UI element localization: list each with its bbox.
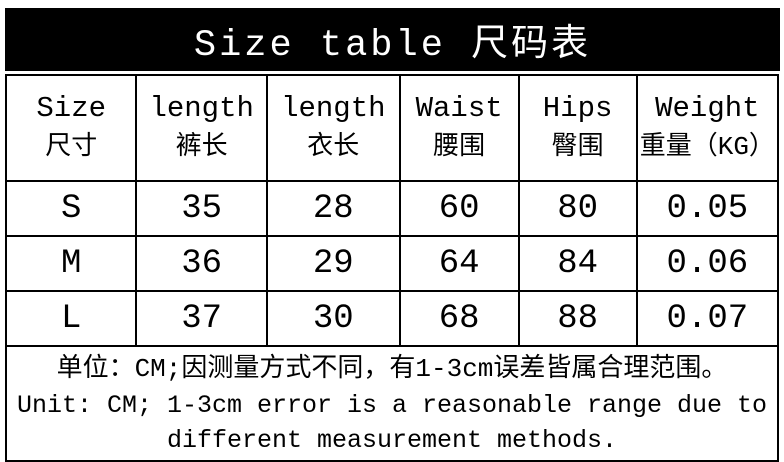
value-cell-pants-length: 35 xyxy=(135,180,268,237)
value-cell-pants-length: 36 xyxy=(135,235,268,292)
column-header-size: Size 尺寸 xyxy=(4,74,138,182)
column-header-pants-length-zh: 裤长 xyxy=(175,132,228,163)
column-header-waist-zh: 腰围 xyxy=(433,132,486,163)
value-cell-waist: 64 xyxy=(398,235,520,292)
table-footnote-row: 单位：CM;因测量方式不同，有1-3cm误差皆属合理范围。 Unit: CM; … xyxy=(5,344,779,462)
size-cell: S xyxy=(4,180,138,237)
value-cell-garment-length: 30 xyxy=(265,290,401,347)
column-header-waist-en: Waist xyxy=(415,91,503,125)
value-cell-pants-length: 37 xyxy=(135,290,268,347)
value-cell-garment-length: 28 xyxy=(265,180,401,237)
title-bar: Size table 尺码表 xyxy=(5,8,780,71)
column-header-weight-en: Weight xyxy=(655,91,760,125)
column-header-pants-length-en: length xyxy=(149,91,254,125)
size-cell: M xyxy=(4,235,138,292)
size-cell: L xyxy=(4,290,138,347)
footnote-en: Unit: CM; 1-3cm error is a reasonable ra… xyxy=(16,391,768,455)
column-header-size-zh: 尺寸 xyxy=(45,132,98,163)
value-cell-waist: 60 xyxy=(398,180,520,237)
column-header-garment-length: length 衣长 xyxy=(265,74,401,182)
value-cell-hips: 80 xyxy=(517,180,638,237)
value-cell-waist: 68 xyxy=(398,290,520,347)
column-header-size-en: Size xyxy=(36,91,107,125)
value-cell-garment-length: 29 xyxy=(265,235,401,292)
column-header-waist: Waist 腰围 xyxy=(398,74,520,182)
column-header-pants-length: length 裤长 xyxy=(135,74,268,182)
size-table: Size 尺寸 length 裤长 length 衣长 Waist 腰围 Hip… xyxy=(4,74,780,462)
column-header-weight: Weight 重量（KG） xyxy=(635,74,780,182)
footnote-zh: 单位：CM;因测量方式不同，有1-3cm误差皆属合理范围。 xyxy=(56,354,728,384)
column-header-weight-zh: 重量（KG） xyxy=(639,132,775,163)
value-cell-hips: 84 xyxy=(517,235,638,292)
table-row-l: L 37 30 68 88 0.07 xyxy=(4,290,780,347)
column-header-hips: Hips 臀围 xyxy=(517,74,638,182)
value-cell-hips: 88 xyxy=(517,290,638,347)
value-cell-weight: 0.06 xyxy=(635,235,780,292)
value-cell-weight: 0.07 xyxy=(635,290,780,347)
column-header-garment-length-zh: 衣长 xyxy=(307,132,360,163)
value-cell-weight: 0.05 xyxy=(635,180,780,237)
column-header-garment-length-en: length xyxy=(281,91,386,125)
table-footnote: 单位：CM;因测量方式不同，有1-3cm误差皆属合理范围。 Unit: CM; … xyxy=(5,344,779,462)
column-header-hips-en: Hips xyxy=(542,91,613,125)
table-row-m: M 36 29 64 84 0.06 xyxy=(4,235,780,292)
page-title: Size table 尺码表 xyxy=(193,25,592,67)
table-row-s: S 35 28 60 80 0.05 xyxy=(4,180,780,237)
column-header-hips-zh: 臀围 xyxy=(551,132,604,163)
table-header-row: Size 尺寸 length 裤长 length 衣长 Waist 腰围 Hip… xyxy=(4,74,780,182)
